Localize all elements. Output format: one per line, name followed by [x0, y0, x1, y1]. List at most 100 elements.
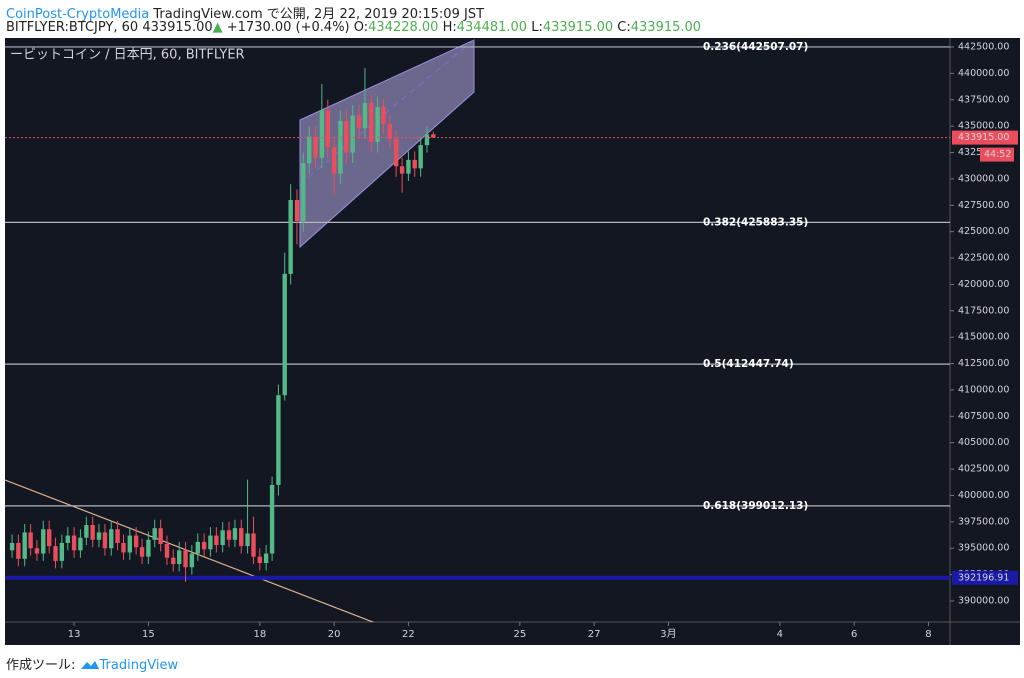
- candle-body: [59, 542, 65, 561]
- o-value: 434228.00: [368, 20, 439, 35]
- candle-body: [269, 484, 275, 554]
- candle-body: [226, 530, 232, 540]
- parallel-channel[interactable]: [299, 39, 475, 249]
- candle-body: [313, 136, 318, 158]
- support-label: 392196.91: [958, 572, 1009, 583]
- support-level: [5, 575, 950, 580]
- candle-body: [16, 542, 21, 559]
- h-value: 434481.00: [456, 20, 528, 35]
- candle-body: [183, 550, 188, 568]
- candle-body: [22, 532, 27, 559]
- candle-body: [399, 166, 405, 174]
- footer: 作成ツール: TradingView: [6, 654, 178, 673]
- candle-body: [78, 537, 83, 551]
- candle-body: [220, 530, 225, 546]
- fib-label: 0.236(442507.07): [703, 41, 808, 53]
- footer-brand[interactable]: TradingView: [99, 658, 179, 673]
- x-tick-label: 8: [925, 629, 931, 640]
- candle-body: [232, 528, 238, 540]
- candle-body: [121, 542, 126, 553]
- candle-body: [282, 273, 287, 396]
- chart-title: ービットコイン / 日本円, 60, BITFLYER: [10, 48, 245, 63]
- y-tick-label: 410000.00: [958, 384, 1009, 395]
- x-tick-label: 3月: [660, 628, 676, 640]
- candle-body: [418, 145, 423, 169]
- candle-body: [424, 134, 430, 146]
- l-label: L:: [531, 20, 543, 35]
- fib-label: 0.618(399012.13): [703, 500, 808, 512]
- fib-label: 0.5(412447.74): [703, 358, 794, 370]
- y-tick-label: 400000.00: [958, 490, 1009, 501]
- candle-body: [369, 102, 374, 142]
- candle-body: [301, 163, 306, 222]
- candle-body: [146, 539, 151, 557]
- candle-body: [90, 525, 95, 540]
- candle-body: [356, 115, 362, 129]
- candle-body: [251, 533, 256, 557]
- x-tick-label: 25: [513, 629, 526, 640]
- y-tick-label: 397500.00: [958, 516, 1009, 527]
- support-label-box: [952, 570, 1018, 585]
- candle-body: [109, 529, 114, 549]
- candle-body: [362, 102, 368, 129]
- overlays: 390000.00392500.00395000.00397500.004000…: [68, 41, 1018, 640]
- symbol: BITFLYER:BTCJPY, 60: [6, 20, 139, 35]
- y-tick-label: 422500.00: [958, 253, 1009, 264]
- y-tick-label: 425000.00: [958, 226, 1009, 237]
- x-tick-label: 22: [402, 629, 415, 640]
- candle-body: [381, 107, 386, 125]
- l-value: 433915.00: [542, 20, 614, 35]
- x-tick-label: 18: [253, 629, 266, 640]
- candle-body: [158, 528, 163, 545]
- x-tick-label: 27: [588, 629, 601, 640]
- x-tick-label: 4: [777, 629, 783, 640]
- candle-body: [115, 529, 120, 543]
- candle-body: [127, 535, 133, 553]
- y-tick-label: 430000.00: [958, 173, 1009, 184]
- candle-body: [171, 557, 176, 565]
- channel-midline: [299, 39, 475, 185]
- candle-body: [41, 529, 46, 554]
- candle-body: [96, 532, 102, 540]
- y-tick-label: 420000.00: [958, 279, 1009, 290]
- last-price-box: [952, 130, 1018, 145]
- candle-body: [387, 124, 393, 139]
- x-tick-label: 15: [142, 629, 155, 640]
- candle-body: [331, 147, 337, 174]
- chart-background: [5, 38, 1020, 645]
- author[interactable]: CoinPost-CryptoMedia: [6, 7, 150, 22]
- candle-body: [245, 533, 250, 547]
- y-tick-label: 407500.00: [958, 411, 1009, 422]
- candle-body: [139, 547, 145, 557]
- candle-body: [257, 556, 263, 564]
- change: +1730.00 (+0.4%): [226, 20, 350, 35]
- candle-body: [133, 535, 139, 548]
- h-label: H:: [442, 20, 457, 35]
- candle-body: [9, 542, 15, 551]
- o-label: O:: [353, 20, 369, 35]
- brand-logo: [80, 661, 99, 669]
- candle-body: [294, 200, 300, 222]
- candle-body: [28, 532, 33, 549]
- y-tick-label: 415000.00: [958, 332, 1009, 343]
- candle-body: [102, 532, 108, 549]
- candle-body: [34, 548, 40, 554]
- candle-body: [263, 553, 269, 564]
- header-line-2: BITFLYER:BTCJPY, 60 433915.00▲ +1730.00 …: [6, 20, 701, 35]
- candle-body: [195, 541, 200, 554]
- candle-body: [431, 134, 436, 138]
- y-tick-label: 390000.00: [958, 596, 1009, 607]
- candle-body: [84, 525, 89, 538]
- candle-body: [307, 136, 312, 164]
- candle-body: [208, 535, 213, 550]
- c-value: 433915.00: [630, 20, 702, 35]
- candle-body: [393, 138, 399, 167]
- candle-body: [164, 544, 170, 558]
- y-tick-label: 417500.00: [958, 305, 1009, 316]
- y-tick-label: 427500.00: [958, 200, 1009, 211]
- candle-body: [53, 546, 58, 561]
- footer-label: 作成ツール:: [6, 658, 76, 673]
- candle-body: [350, 115, 355, 153]
- candle-body: [276, 395, 281, 485]
- candle-body: [214, 535, 219, 546]
